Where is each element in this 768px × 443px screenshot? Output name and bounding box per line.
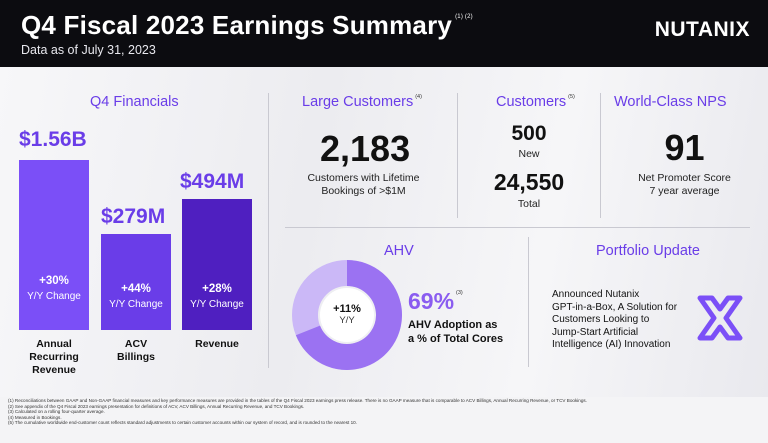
revenue-value: $494M bbox=[180, 170, 245, 193]
revenue-bar: +28% Y/Y Change bbox=[182, 199, 252, 330]
revenue-change-label: Y/Y Change bbox=[190, 299, 244, 310]
large-customers-number: 2,183 bbox=[320, 128, 411, 169]
donut-center-label: +11% Y/Y bbox=[317, 303, 377, 326]
header-banner: Q4 Fiscal 2023 Earnings Summary (1) (2) D… bbox=[0, 0, 768, 67]
divider-portfolio bbox=[528, 237, 529, 367]
portfolio-announcement: Announced Nutanix GPT-in-a-Box, A Soluti… bbox=[552, 289, 678, 350]
ahv-percent: 69% (3) bbox=[408, 288, 463, 314]
new-customers-number: 500 bbox=[511, 122, 547, 145]
acv-change-label: Y/Y Change bbox=[109, 299, 163, 310]
page-title: Q4 Fiscal 2023 Earnings Summary (1) (2) bbox=[21, 10, 473, 40]
ahv-donut-chart bbox=[292, 260, 402, 370]
nutanix-logo: NUTANIX bbox=[654, 18, 750, 41]
portfolio-title: Portfolio Update bbox=[596, 243, 700, 259]
large-customers-caption: Customers with Lifetime Bookings of >$1M bbox=[307, 172, 420, 197]
ahv-title: AHV bbox=[384, 243, 414, 259]
arr-value: $1.56B bbox=[19, 128, 87, 151]
donut-change-label: Y/Y bbox=[339, 315, 355, 326]
acv-value: $279M bbox=[101, 205, 166, 228]
divider-financials bbox=[268, 93, 269, 368]
large-customers-footnote-ref: (4) bbox=[415, 94, 422, 100]
footnote-5: (5) The cumulative worldwide end-custome… bbox=[8, 420, 357, 426]
footnote-3: (3) Calculated on a rolling four-quarter… bbox=[8, 409, 105, 415]
donut-change: +11% bbox=[333, 303, 361, 315]
nps-number: 91 bbox=[664, 127, 705, 168]
arr-label: Annual Recurring Revenue bbox=[29, 338, 79, 376]
acv-label: ACV Billings bbox=[117, 338, 155, 363]
arr-change-label: Y/Y Change bbox=[27, 291, 81, 302]
footnotes: (1) Reconciliations between GAAP and Non… bbox=[8, 398, 763, 426]
title-footnote-ref: (1) (2) bbox=[455, 14, 473, 20]
divider-nps bbox=[600, 93, 601, 218]
acv-change: +44% bbox=[121, 283, 151, 295]
large-customers-title: Large Customers (4) bbox=[302, 94, 422, 110]
donut-filled-arc bbox=[295, 260, 402, 370]
financials-title: Q4 Financials bbox=[90, 94, 179, 110]
arr-change: +30% bbox=[39, 275, 69, 287]
arr-bar: +30% Y/Y Change bbox=[19, 160, 89, 330]
divider-customers bbox=[457, 93, 458, 218]
donut-hole bbox=[320, 288, 374, 342]
ahv-footnote-ref: (3) bbox=[456, 290, 463, 296]
nps-title: World-Class NPS bbox=[614, 94, 727, 110]
new-customers-label: New bbox=[518, 148, 540, 160]
total-customers-label: Total bbox=[517, 198, 541, 210]
revenue-label: Revenue bbox=[195, 338, 239, 350]
page-subtitle: Data as of July 31, 2023 bbox=[21, 43, 156, 57]
footnote-2: (2) See appendix of the Q4 Fiscal 2023 e… bbox=[8, 403, 305, 409]
footnote-1: (1) Reconciliations between GAAP and Non… bbox=[8, 398, 587, 403]
footnote-4: (4) Measured in Bookings. bbox=[8, 414, 62, 420]
x-logo-icon bbox=[697, 295, 743, 341]
ahv-caption: AHV Adoption as a % of Total Cores bbox=[408, 319, 504, 345]
revenue-change: +28% bbox=[202, 283, 232, 295]
nps-caption: Net Promoter Score 7 year average bbox=[638, 172, 731, 197]
divider-horizontal bbox=[285, 227, 750, 228]
acv-bar: +44% Y/Y Change bbox=[101, 234, 171, 330]
customers-footnote-ref: (5) bbox=[568, 94, 575, 100]
total-customers-number: 24,550 bbox=[493, 169, 565, 195]
customers-title: Customers (5) bbox=[496, 94, 575, 110]
